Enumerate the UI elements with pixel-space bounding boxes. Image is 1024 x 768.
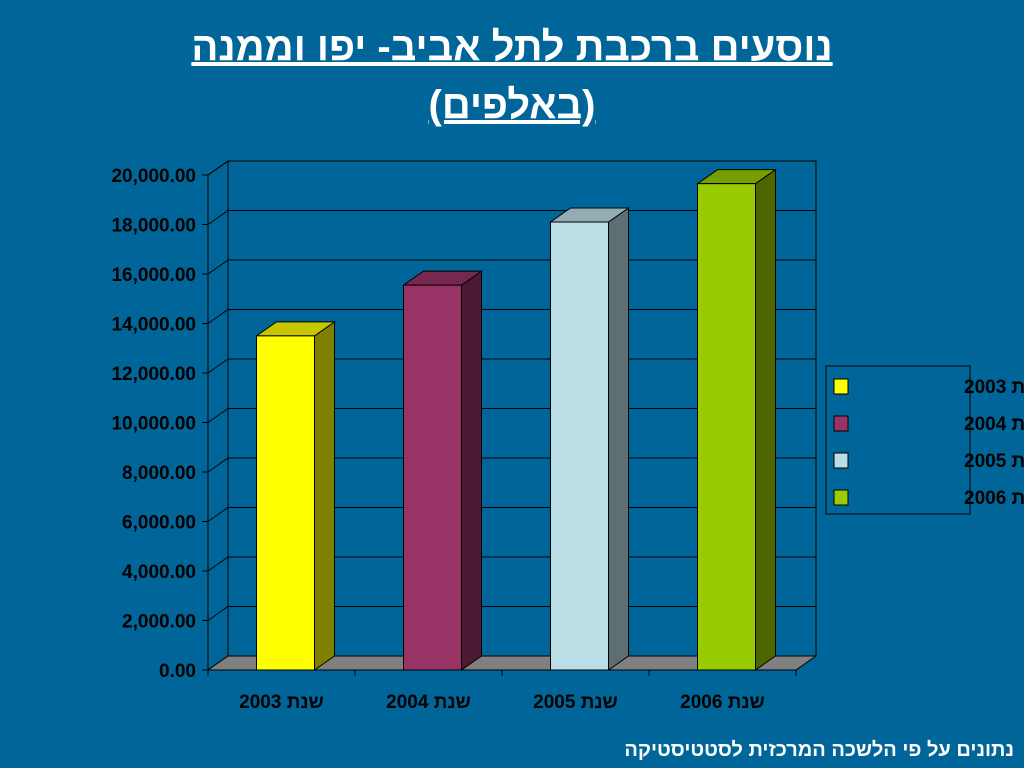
bar-front <box>550 221 609 671</box>
legend-label: שנת 2006 <box>964 488 1024 509</box>
legend: שנת 2003 שנת 2004 שנת 2005 שנת 2006 <box>825 365 1024 515</box>
legend-swatch <box>833 452 849 469</box>
y-tick-label: 16,000.00 <box>111 265 196 286</box>
bar-side <box>608 207 629 671</box>
bar-side <box>755 168 776 671</box>
y-tick-label: 10,000.00 <box>111 414 196 435</box>
legend-label: שנת 2003 <box>964 377 1024 398</box>
title-line-2: (באלפים) <box>428 83 596 127</box>
y-tick-label: 8,000.00 <box>122 463 196 484</box>
legend-swatch <box>833 489 849 506</box>
y-tick-label: 20,000.00 <box>111 166 196 187</box>
y-tick-label: 14,000.00 <box>111 315 196 336</box>
bar-front <box>256 335 315 671</box>
bar <box>401 270 484 671</box>
gridline <box>207 160 816 176</box>
y-tick-label: 2,000.00 <box>122 612 196 633</box>
x-tick-label: שנת 2003 <box>239 692 324 713</box>
bar <box>695 168 778 671</box>
source-note: נתונים על פי הלשכה המרכזית לסטטיסטיקה <box>624 739 1014 761</box>
legend-swatch <box>833 378 849 395</box>
bar <box>548 207 631 671</box>
bar-front <box>403 284 462 671</box>
bar-side <box>461 270 482 671</box>
x-tick-label: שנת 2006 <box>680 692 765 713</box>
x-tick-label: שנת 2005 <box>533 692 618 713</box>
bar-front <box>697 183 756 671</box>
y-tick-label: 12,000.00 <box>111 364 196 385</box>
legend-swatch <box>833 415 849 432</box>
title-line-1: נוסעים ברכבת לתל אביב- יפו וממנה <box>191 25 833 69</box>
y-tick-label: 18,000.00 <box>111 216 196 237</box>
bar <box>254 320 337 671</box>
legend-label: שנת 2004 <box>964 414 1024 435</box>
y-tick-label: 4,000.00 <box>122 562 196 583</box>
bar-side <box>314 320 335 671</box>
slide-title: נוסעים ברכבת לתל אביב- יפו וממנה (באלפים… <box>0 18 1024 134</box>
legend-label: שנת 2005 <box>964 451 1024 472</box>
x-tick-label: שנת 2004 <box>386 692 471 713</box>
y-tick-label: 0.00 <box>159 661 196 682</box>
y-tick-label: 6,000.00 <box>122 513 196 534</box>
legend-box <box>825 365 971 515</box>
